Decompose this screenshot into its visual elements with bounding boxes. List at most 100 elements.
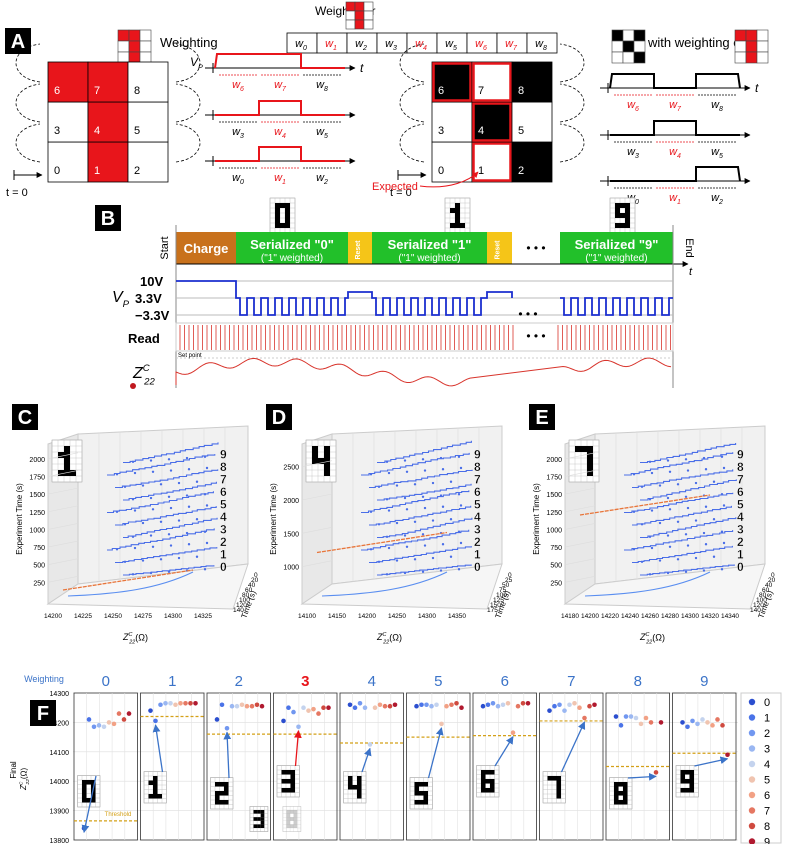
trace-label: 2 bbox=[474, 535, 481, 549]
weight-symbol: w bbox=[232, 172, 241, 184]
point bbox=[306, 708, 311, 713]
trace-marker bbox=[185, 456, 189, 460]
pixel bbox=[224, 786, 229, 791]
weight-index: 4 bbox=[423, 45, 427, 52]
y-grid bbox=[301, 460, 333, 467]
trace-marker bbox=[702, 569, 706, 572]
symbol-sup: C bbox=[383, 632, 387, 638]
weight-label: w2 bbox=[355, 38, 367, 52]
time-tick-label: 50 bbox=[502, 582, 510, 589]
pixel bbox=[423, 795, 428, 800]
y-tick-label: 1000 bbox=[283, 565, 299, 572]
expected-arrow bbox=[419, 171, 479, 188]
icon-cell bbox=[354, 19, 365, 30]
trace-marker bbox=[385, 535, 389, 538]
trace-marker bbox=[449, 555, 453, 558]
panel-label-box bbox=[529, 404, 555, 430]
t0-label: t = 0 bbox=[390, 187, 412, 199]
legend-swatch bbox=[748, 838, 756, 845]
pixel bbox=[224, 791, 229, 796]
pixel bbox=[414, 800, 419, 805]
pixel bbox=[450, 208, 455, 213]
y-tick-label: 750 bbox=[550, 545, 562, 552]
icon-cell bbox=[734, 51, 747, 64]
weight-index: 0 bbox=[240, 179, 244, 186]
pixel bbox=[324, 452, 330, 458]
trace-label: 9 bbox=[220, 448, 227, 462]
pixel bbox=[481, 779, 486, 784]
point bbox=[347, 702, 353, 708]
floor bbox=[300, 563, 503, 610]
icon-cell bbox=[745, 40, 758, 53]
trace-marker bbox=[377, 485, 381, 488]
cell-number: 8 bbox=[134, 85, 140, 97]
vp-waveform bbox=[560, 297, 673, 316]
trace bbox=[640, 517, 737, 539]
pixel bbox=[285, 213, 290, 218]
y-tick-label: 1500 bbox=[283, 531, 299, 538]
grid-cell bbox=[431, 141, 473, 183]
weight-label: w4 bbox=[669, 146, 681, 160]
trace-marker bbox=[421, 533, 425, 536]
pixel bbox=[581, 446, 587, 452]
pixel bbox=[625, 223, 630, 228]
pixel bbox=[481, 783, 486, 788]
weight-index: 3 bbox=[635, 153, 639, 160]
pixel bbox=[689, 783, 694, 788]
weight-index: 4 bbox=[677, 153, 681, 160]
trace-marker bbox=[131, 498, 135, 501]
y-grid bbox=[564, 470, 596, 477]
trace-marker bbox=[203, 568, 207, 571]
subplot-title: 2 bbox=[235, 673, 243, 690]
trace-marker bbox=[712, 555, 716, 558]
trace-marker bbox=[720, 530, 724, 533]
trace-label: 1 bbox=[737, 548, 744, 562]
x-tick-label: 14300 bbox=[418, 613, 436, 620]
trace-marker bbox=[423, 544, 427, 547]
y-tick-label: 1250 bbox=[546, 510, 562, 517]
grid-cell bbox=[511, 101, 553, 143]
trace-marker bbox=[712, 518, 716, 521]
trace-label: 6 bbox=[737, 485, 744, 499]
legend-label: 4 bbox=[764, 759, 770, 771]
y-tick-label: 2000 bbox=[29, 457, 45, 464]
weight-symbol: w bbox=[669, 192, 678, 204]
time-tick-label: 40 bbox=[765, 582, 773, 589]
symbol-main: Z bbox=[376, 632, 383, 642]
icon-cell bbox=[756, 40, 769, 53]
icon-cell bbox=[363, 1, 374, 12]
trace-marker bbox=[421, 570, 425, 573]
subplot-title: 8 bbox=[634, 673, 642, 690]
y-tick-label: 1500 bbox=[546, 492, 562, 499]
icon-cell bbox=[611, 51, 624, 64]
pixel bbox=[625, 203, 630, 208]
subplot-title: 1 bbox=[168, 673, 176, 690]
trace-marker bbox=[439, 569, 443, 572]
pixel bbox=[293, 810, 298, 814]
trace-marker bbox=[403, 571, 407, 575]
weight-symbol: w bbox=[475, 38, 484, 50]
y-grid bbox=[564, 487, 596, 495]
point bbox=[552, 703, 557, 709]
trace-label: 8 bbox=[474, 460, 481, 474]
legend-swatch bbox=[748, 760, 756, 768]
subplot-title: 5 bbox=[434, 673, 442, 690]
z-origin bbox=[130, 383, 136, 389]
cell-number: 3 bbox=[438, 125, 444, 137]
icon-cell bbox=[354, 1, 365, 12]
trace-label: 2 bbox=[737, 535, 744, 549]
pixel bbox=[286, 817, 291, 821]
trace-marker bbox=[177, 481, 181, 485]
legend-label: 1 bbox=[764, 713, 770, 725]
pixel bbox=[455, 223, 460, 228]
trace-marker bbox=[684, 458, 688, 461]
pixel bbox=[219, 782, 224, 787]
segment-sub: ("1" weighted) bbox=[398, 253, 460, 264]
point bbox=[219, 702, 225, 708]
pixel bbox=[414, 786, 419, 791]
trace-marker bbox=[449, 480, 453, 483]
scan-path bbox=[15, 83, 41, 123]
trace bbox=[369, 546, 472, 564]
trace-label: 2 bbox=[220, 535, 227, 549]
trace-marker bbox=[131, 460, 135, 463]
